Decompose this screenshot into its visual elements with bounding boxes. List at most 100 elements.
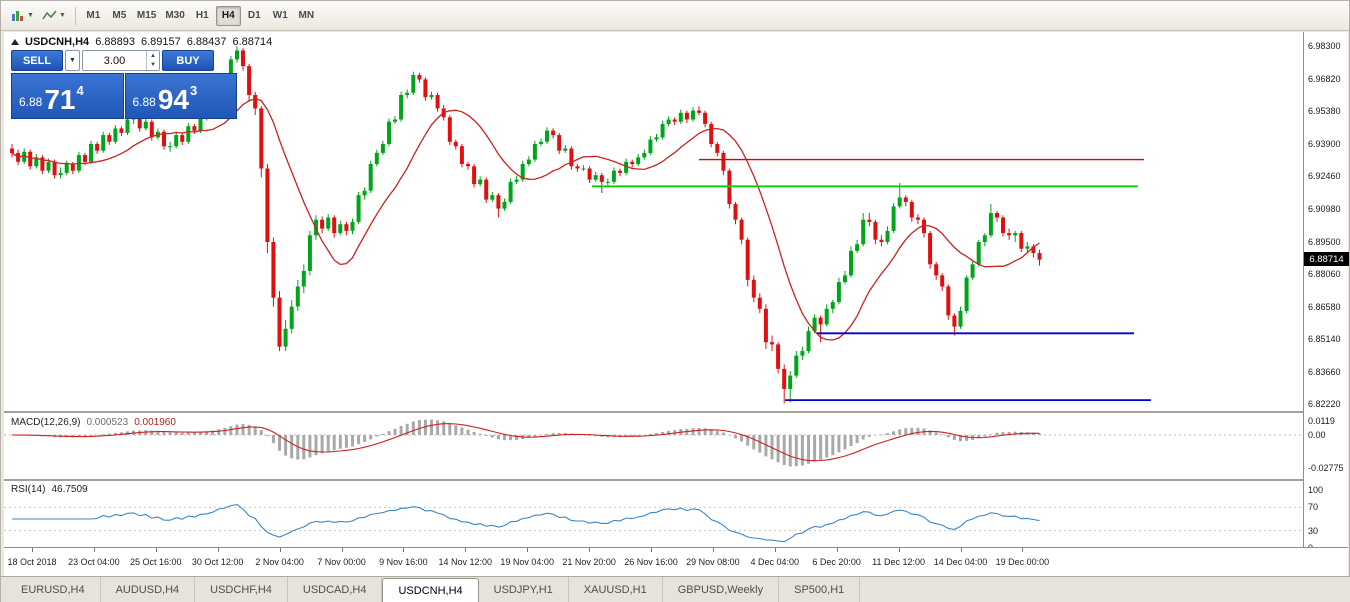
rsi-scale-label: 70 <box>1308 502 1319 513</box>
tab-usdcnh-h4[interactable]: USDCNH,H4 <box>382 578 479 602</box>
time-tick <box>279 548 281 552</box>
rsi-value: 46.7509 <box>51 484 88 495</box>
rsi-scale-label: 30 <box>1308 525 1319 536</box>
ohlc-high: 6.89157 <box>140 36 181 48</box>
time-tick <box>712 548 714 552</box>
time-axis[interactable]: 18 Oct 2018 23 Oct 04:00 25 Oct 16:00 30 Oc… <box>4 547 1348 576</box>
bid-pip-digit: 4 <box>76 83 84 98</box>
toolbar: ▼ ▼ M1 M5 M15 M30 H1 H4 D1 W1 MN <box>1 1 1349 31</box>
time-tick <box>155 548 157 552</box>
bar-chart-icon-button[interactable]: ▼ <box>7 5 38 26</box>
bar-chart-icon <box>12 11 23 21</box>
pane-divider[interactable] <box>4 411 1348 413</box>
sell-button[interactable]: SELL <box>11 50 63 71</box>
chevron-down-icon: ▼ <box>58 12 66 19</box>
tab-audusd-h4[interactable]: AUDUSD,H4 <box>101 577 196 602</box>
time-tick <box>341 548 343 552</box>
bid-quote-box[interactable]: 6.88 71 4 <box>11 73 124 119</box>
time-axis-label: 4 Dec 04:00 <box>750 557 800 567</box>
time-axis-label: 19 Nov 04:00 <box>500 557 554 567</box>
stepper-down-icon[interactable]: ▼ <box>150 62 156 69</box>
macd-scale-label: 0.00 <box>1308 430 1326 440</box>
tab-eurusd-h4[interactable]: EURUSD,H4 <box>6 577 101 602</box>
time-axis-label: 2 Nov 04:00 <box>255 557 304 567</box>
macd-canvas[interactable] <box>4 413 1303 479</box>
stepper-up-icon[interactable]: ▲ <box>150 52 156 59</box>
time-axis-label: 14 Dec 04:00 <box>933 557 988 567</box>
price-axis-label: 6.90980 <box>1308 204 1341 215</box>
chart-area: USDCNH,H4 6.88893 6.89157 6.88437 6.8871… <box>4 32 1349 576</box>
price-chart-canvas[interactable] <box>4 32 1303 411</box>
time-axis-label: 6 Dec 20:00 <box>812 557 861 567</box>
rsi-canvas[interactable] <box>4 481 1303 547</box>
timeframe-m1[interactable]: M1 <box>86 10 101 21</box>
current-price-badge: 6.88714 <box>1304 252 1349 267</box>
chart-symbol: USDCNH,H4 <box>25 36 90 48</box>
toolbar-separator <box>74 6 76 25</box>
price-axis-label: 6.96820 <box>1308 73 1341 84</box>
tab-gbpusd-weekly[interactable]: GBPUSD,Weekly <box>663 577 780 602</box>
buy-button[interactable]: BUY <box>162 50 214 71</box>
time-axis-label: 19 Dec 00:00 <box>995 557 1050 567</box>
time-axis-label: 30 Oct 12:00 <box>191 557 244 567</box>
time-axis-label: 14 Nov 12:00 <box>438 557 493 567</box>
timeframe-d1[interactable]: D1 <box>247 10 261 21</box>
macd-signal-line <box>11 423 1040 462</box>
time-axis-label: 7 Nov 00:00 <box>317 557 366 567</box>
price-axis-label: 6.85140 <box>1308 334 1341 345</box>
time-axis-label: 26 Nov 16:00 <box>624 557 678 567</box>
timeframe-w1[interactable]: W1 <box>272 10 288 21</box>
time-tick <box>960 548 962 552</box>
chart-tab-bar: EURUSD,H4 AUDUSD,H4 USDCHF,H4 USDCAD,H4 USDC… <box>1 576 1350 602</box>
tab-usdjpy-h1[interactable]: USDJPY,H1 <box>479 577 569 602</box>
time-tick <box>651 548 652 552</box>
price-axis-label: 6.93900 <box>1308 139 1341 149</box>
price-axis[interactable]: 6.88714 6.98300 6.96820 6.95380 6.93900 6.92… <box>1303 32 1349 553</box>
ask-pip-digit: 3 <box>190 83 198 98</box>
time-tick <box>1022 548 1024 552</box>
price-axis-label: 6.98300 <box>1308 41 1341 52</box>
timeframe-m15[interactable]: M15 <box>136 10 157 21</box>
time-tick <box>32 548 33 552</box>
timeframe-h4[interactable]: H4 <box>215 5 241 26</box>
ohlc-close: 6.88714 <box>232 36 273 48</box>
candlestick-series <box>10 46 1042 404</box>
bid-big-digits: 71 <box>44 84 76 115</box>
volume-stepper: ▲ ▼ <box>146 51 159 70</box>
ask-big-digits: 94 <box>157 84 190 115</box>
time-tick <box>465 548 467 552</box>
tab-xauusd-h1[interactable]: XAUUSD,H1 <box>569 577 663 602</box>
time-tick <box>836 548 838 552</box>
ma-line <box>11 97 1040 341</box>
order-type-dropdown[interactable]: ▼ <box>65 50 80 71</box>
indicators-icon-button[interactable]: ▼ <box>38 5 70 26</box>
rsi-line <box>12 504 1040 543</box>
chart-header: USDCNH,H4 6.88893 6.89157 6.88437 6.8871… <box>11 36 272 48</box>
price-axis-label: 6.86580 <box>1308 302 1341 312</box>
ask-prefix: 6.88 <box>132 95 156 109</box>
chart-marker-icon <box>11 39 19 45</box>
volume-field: ▲ ▼ <box>82 50 160 71</box>
time-axis-label: 29 Nov 08:00 <box>686 557 740 567</box>
pane-divider[interactable] <box>4 479 1348 481</box>
timeframe-m30[interactable]: M30 <box>165 10 185 21</box>
tab-sp500-h1[interactable]: SP500,H1 <box>779 577 861 602</box>
price-axis-label: 6.89500 <box>1308 236 1341 247</box>
timeframe-group: M1 M5 M15 M30 H1 H4 D1 W1 MN <box>81 5 320 26</box>
bid-prefix: 6.88 <box>19 95 43 109</box>
price-axis-label: 6.83660 <box>1308 367 1341 378</box>
tab-usdcad-h4[interactable]: USDCAD,H4 <box>288 577 383 602</box>
macd-scale-label: 0.0119 <box>1308 416 1335 426</box>
volume-input[interactable] <box>83 51 146 70</box>
time-axis-label: 18 Oct 2018 <box>7 557 57 567</box>
rsi-name: RSI(14) <box>11 484 46 495</box>
time-tick <box>774 548 776 552</box>
timeframe-m5[interactable]: M5 <box>112 10 127 21</box>
ask-quote-box[interactable]: 6.88 94 3 <box>124 73 237 119</box>
tab-usdchf-h4[interactable]: USDCHF,H4 <box>195 577 288 602</box>
timeframe-h1[interactable]: H1 <box>195 10 209 21</box>
timeframe-mn[interactable]: MN <box>298 10 315 21</box>
ohlc-low: 6.88437 <box>186 36 227 48</box>
time-tick <box>217 548 219 552</box>
